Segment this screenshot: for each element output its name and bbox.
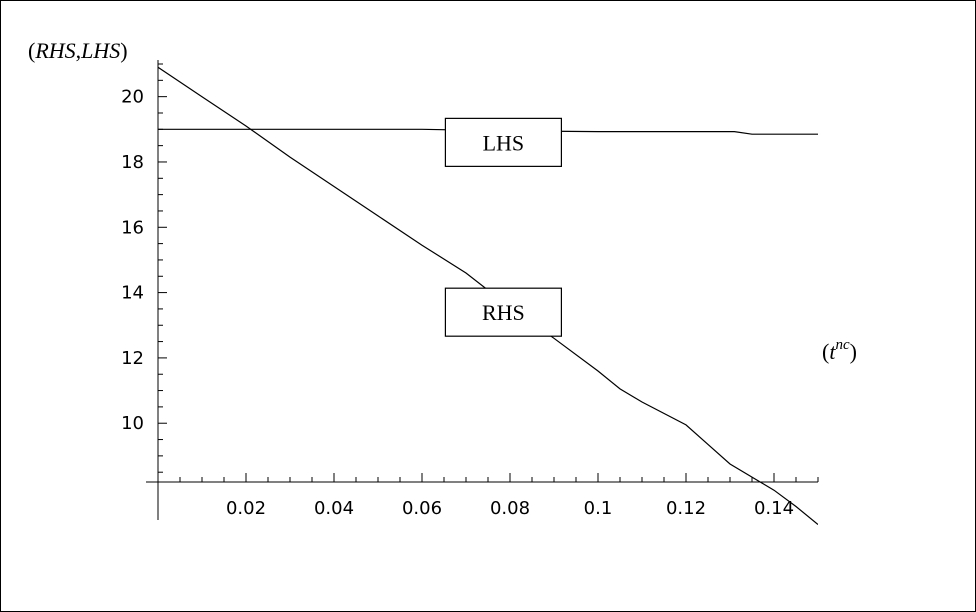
annotation-rhs: RHS	[444, 287, 562, 337]
annotation-label: RHS	[482, 300, 525, 325]
y-axis-label: (RHS,LHS)	[28, 38, 128, 63]
y-tick-label: 20	[121, 87, 144, 108]
annotation-box	[444, 287, 562, 337]
x-tick-label: 0.02	[226, 498, 266, 519]
annotations: LHS RHS	[444, 117, 562, 337]
y-tick-label: 16	[121, 217, 144, 238]
y-tick-label: 18	[121, 152, 144, 173]
x-tick-label: 0.1	[584, 498, 613, 519]
axes: 10 12 14 16 18 20 0.02 0.04 0.06 0.08 0.1 0.12 0.14	[121, 60, 819, 520]
annotation-box	[444, 117, 562, 167]
x-axis-label: (tnc)	[822, 337, 857, 364]
y-tick-label: 14	[121, 283, 144, 304]
x-tick-label: 0.14	[754, 498, 794, 519]
annotation-lhs: LHS	[444, 117, 562, 167]
annotation-label: LHS	[483, 130, 525, 155]
x-tick-label: 0.12	[666, 498, 706, 519]
y-tick-label: 12	[121, 348, 144, 369]
series-line-lhs	[158, 128, 818, 135]
y-tick-label: 10	[121, 413, 144, 434]
x-tick-label: 0.08	[490, 498, 530, 519]
x-tick-label: 0.06	[402, 498, 442, 519]
x-tick-label: 0.04	[314, 498, 354, 519]
